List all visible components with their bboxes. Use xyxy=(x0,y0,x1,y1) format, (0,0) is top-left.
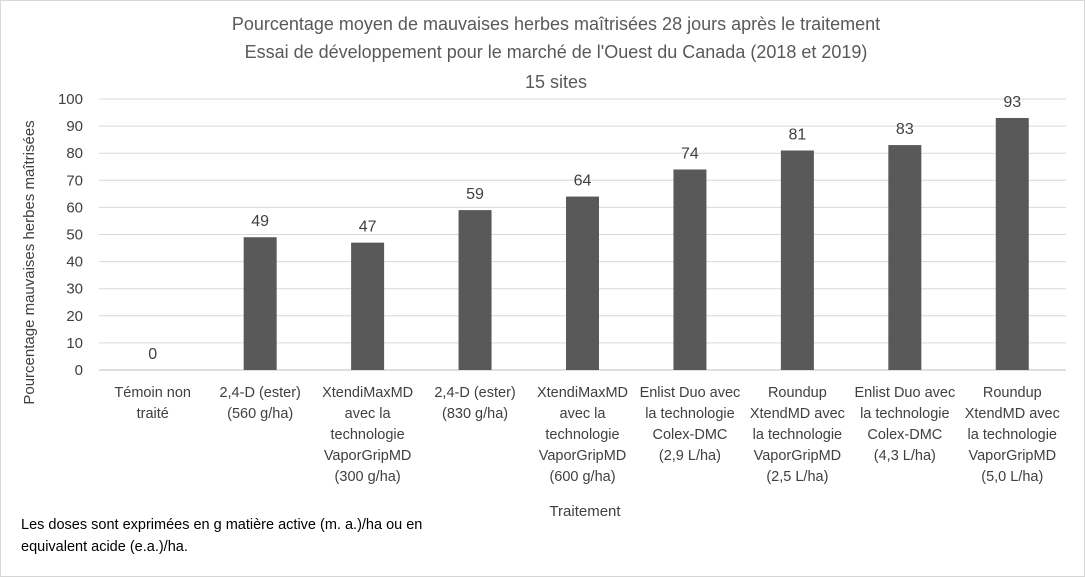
dose-note: Les doses sont exprimées en g matière ac… xyxy=(21,517,423,555)
x-axis-title: Traitement xyxy=(549,503,621,520)
x-tick-label-2-line-3: VaporGripMD xyxy=(324,448,412,464)
bar-5 xyxy=(673,169,707,370)
x-tick-label-8-line-2: la technologie xyxy=(968,427,1058,443)
y-tick-label-0: 0 xyxy=(75,362,83,379)
data-label-3: 59 xyxy=(466,186,484,203)
data-label-1: 49 xyxy=(251,213,269,230)
y-tick-label-30: 30 xyxy=(66,281,83,298)
y-axis-title: Pourcentage mauvaises herbes maîtrisées xyxy=(21,120,38,404)
y-tick-label-100: 100 xyxy=(58,91,83,108)
x-tick-label-5-line-2: Colex-DMC xyxy=(652,427,727,443)
bar-2 xyxy=(351,242,385,370)
bar-4 xyxy=(566,196,599,370)
data-label-5: 74 xyxy=(681,145,699,162)
x-tick-label-8-line-3: VaporGripMD xyxy=(968,448,1056,464)
x-tick-label-2-line-1: avec la xyxy=(345,406,392,422)
x-tick-label-6-line-1: XtendMD avec xyxy=(750,406,845,422)
y-tick-label-10: 10 xyxy=(66,335,83,352)
data-label-4: 64 xyxy=(574,173,592,190)
y-tick-label-60: 60 xyxy=(66,199,83,216)
x-tick-label-4-line-4: (600 g/ha) xyxy=(549,469,615,485)
x-tick-label-6-line-2: la technologie xyxy=(753,427,843,443)
x-tick-label-7-line-1: la technologie xyxy=(860,406,950,422)
x-tick-label-2-line-4: (300 g/ha) xyxy=(335,469,401,485)
data-label-0: 0 xyxy=(148,346,157,363)
data-label-6: 81 xyxy=(788,126,806,143)
x-tick-label-5-line-3: (2,9 L/ha) xyxy=(659,448,721,464)
data-label-2: 47 xyxy=(359,219,377,236)
bar-6 xyxy=(780,150,814,370)
x-tick-label-7-line-3: (4,3 L/ha) xyxy=(874,448,936,464)
y-tick-label-90: 90 xyxy=(66,118,83,135)
bar-3 xyxy=(458,210,492,370)
y-tick-label-70: 70 xyxy=(66,172,83,189)
x-tick-label-0-line-1: traité xyxy=(137,406,169,422)
x-tick-label-8-line-4: (5,0 L/ha) xyxy=(981,469,1043,485)
x-tick-label-5-line-1: la technologie xyxy=(645,406,735,422)
data-label-7: 83 xyxy=(896,121,914,138)
x-tick-label-4-line-2: technologie xyxy=(545,427,619,443)
chart-title-line-1: Pourcentage moyen de mauvaises herbes ma… xyxy=(232,14,880,34)
x-tick-label-1-line-1: (560 g/ha) xyxy=(227,406,293,422)
x-tick-label-4-line-0: XtendiMaxMD xyxy=(537,385,628,401)
chart-title-line-2: Essai de développement pour le marché de… xyxy=(245,42,868,62)
x-tick-label-8-line-0: Roundup xyxy=(983,385,1042,401)
bar-8 xyxy=(995,117,1029,370)
x-tick-label-4-line-3: VaporGripMD xyxy=(539,448,627,464)
bar-7 xyxy=(888,145,922,370)
x-tick-label-6-line-4: (2,5 L/ha) xyxy=(766,469,828,485)
x-tick-label-8-line-1: XtendMD avec xyxy=(965,406,1060,422)
x-tick-label-0-line-0: Témoin non xyxy=(114,385,191,401)
data-label-8: 93 xyxy=(1003,94,1021,111)
y-tick-label-40: 40 xyxy=(66,254,83,271)
y-tick-label-80: 80 xyxy=(66,145,83,162)
x-tick-label-1-line-0: 2,4-D (ester) xyxy=(219,385,300,401)
x-tick-label-3-line-0: 2,4-D (ester) xyxy=(434,385,515,401)
x-tick-label-7-line-0: Enlist Duo avec xyxy=(854,385,955,401)
x-tick-label-5-line-0: Enlist Duo avec xyxy=(640,385,741,401)
x-tick-label-2-line-2: technologie xyxy=(331,427,405,443)
x-tick-label-3-line-1: (830 g/ha) xyxy=(442,406,508,422)
y-tick-label-50: 50 xyxy=(66,227,83,244)
x-tick-label-4-line-1: avec la xyxy=(560,406,607,422)
y-tick-label-20: 20 xyxy=(66,308,83,325)
x-tick-label-6-line-0: Roundup xyxy=(768,385,827,401)
x-tick-label-2-line-0: XtendiMaxMD xyxy=(322,385,413,401)
x-tick-label-7-line-2: Colex-DMC xyxy=(867,427,942,443)
chart-title-line-3: 15 sites xyxy=(525,72,587,92)
bar-1 xyxy=(243,237,277,370)
x-tick-label-6-line-3: VaporGripMD xyxy=(754,448,842,464)
